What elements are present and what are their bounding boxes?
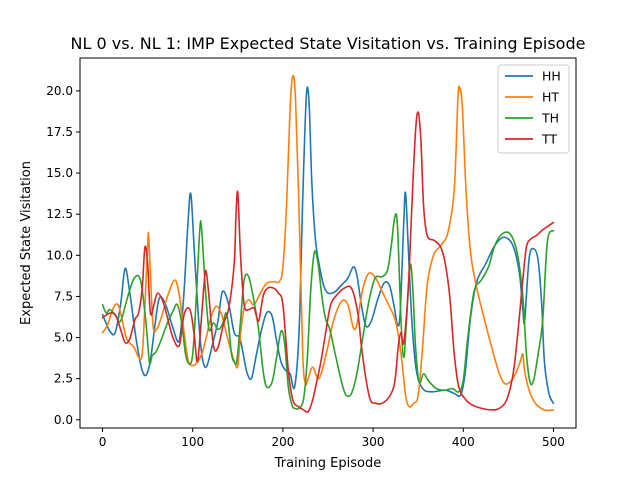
y-axis-label: Expected State Visitation [19, 161, 34, 325]
series-line-th [101, 213, 555, 410]
x-tick-label: 400 [452, 435, 475, 449]
y-tick-label: 17.5 [46, 125, 73, 139]
legend-label-hh: HH [542, 69, 561, 84]
x-tick-label: 100 [181, 435, 204, 449]
y-tick-label: 7.5 [54, 289, 73, 303]
legend: HH HT TH TT [497, 64, 570, 154]
x-tick-label: 200 [271, 435, 294, 449]
legend-box [497, 64, 570, 154]
x-tick-label: 0 [99, 435, 107, 449]
y-axis: 0.0 2.5 5.0 7.5 10.0 12.5 15.0 17.5 20.0 [46, 84, 80, 427]
plot-frame [79, 57, 577, 429]
series-line-tt [101, 111, 555, 413]
chart-title: NL 0 vs. NL 1: IMP Expected State Visita… [71, 34, 586, 53]
y-tick-label: 20.0 [46, 84, 73, 98]
y-tick-label: 0.0 [54, 413, 73, 427]
series-line-ht [101, 74, 555, 412]
legend-label-ht: HT [542, 90, 559, 105]
y-tick-label: 12.5 [46, 207, 73, 221]
x-tick-label: 500 [542, 435, 565, 449]
y-tick-label: 10.0 [46, 248, 73, 262]
x-tick-label: 300 [362, 435, 385, 449]
plot-series [101, 74, 555, 413]
legend-label-th: TH [541, 111, 559, 126]
y-tick-label: 5.0 [54, 331, 73, 345]
y-tick-label: 2.5 [54, 372, 73, 386]
x-axis: 0 100 200 300 400 500 [99, 428, 565, 449]
y-tick-label: 15.0 [46, 166, 73, 180]
x-axis-label: Training Episode [274, 456, 381, 471]
legend-label-tt: TT [541, 132, 557, 147]
